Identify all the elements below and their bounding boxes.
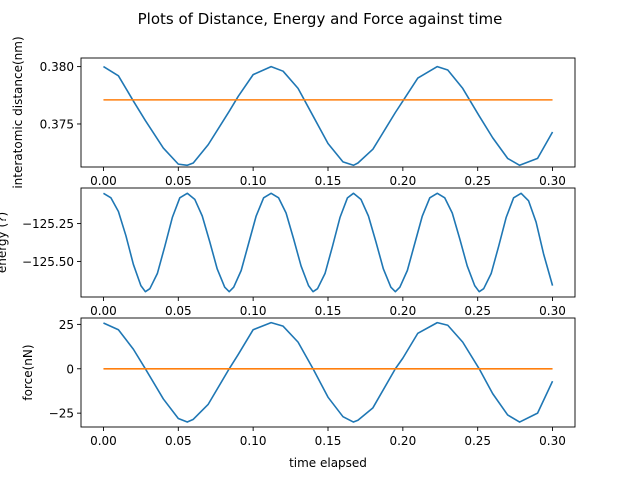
x-tick-label: 0.00 bbox=[90, 174, 117, 188]
x-tick-label: 0.30 bbox=[539, 434, 566, 448]
x-tick-label: 0.00 bbox=[90, 304, 117, 318]
x-tick-label: 0.15 bbox=[315, 174, 342, 188]
y-tick-label: 0.380 bbox=[40, 60, 74, 74]
subplot-1: 0.00 0.05 0.10 0.15 0.20 0.25 0.30 0.375 0.380 in… bbox=[11, 36, 576, 189]
y-tick-label: −125.50 bbox=[22, 255, 74, 269]
series-line-1 bbox=[103, 321, 554, 423]
x-tick-label: 0.30 bbox=[539, 174, 566, 188]
y-axis-label: energy (?) bbox=[0, 212, 9, 273]
x-tick-label: 0.30 bbox=[539, 304, 566, 318]
x-tick-label: 0.25 bbox=[464, 174, 491, 188]
x-tick-label: 0.10 bbox=[240, 434, 267, 448]
series-line-1 bbox=[103, 65, 554, 167]
figure-title: Plots of Distance, Energy and Force agai… bbox=[138, 10, 503, 28]
x-tick-label: 0.25 bbox=[464, 304, 491, 318]
y-tick-label: 0.375 bbox=[40, 117, 74, 131]
x-tick-label: 0.00 bbox=[90, 434, 117, 448]
x-tick-label: 0.10 bbox=[240, 174, 267, 188]
x-tick-label: 0.10 bbox=[240, 304, 267, 318]
x-axis-label: time elapsed bbox=[289, 456, 367, 470]
x-tick-label: 0.20 bbox=[389, 304, 416, 318]
subplot-3: 0.00 0.05 0.10 0.15 0.20 0.25 0.30 25 0 −25 force(… bbox=[21, 317, 576, 470]
x-tick-label: 0.15 bbox=[315, 434, 342, 448]
x-tick-label: 0.15 bbox=[315, 304, 342, 318]
x-tick-label: 0.25 bbox=[464, 434, 491, 448]
x-tick-label: 0.05 bbox=[165, 304, 192, 318]
subplots: 0.00 0.05 0.10 0.15 0.20 0.25 0.30 0.375 0.380 in… bbox=[0, 36, 576, 470]
x-tick-label: 0.20 bbox=[389, 434, 416, 448]
y-tick-label: 0 bbox=[66, 362, 74, 376]
x-tick-label: 0.20 bbox=[389, 174, 416, 188]
x-tick-label: 0.05 bbox=[165, 434, 192, 448]
y-tick-label: −125.25 bbox=[22, 217, 74, 231]
x-tick-label: 0.05 bbox=[165, 174, 192, 188]
series-line-1 bbox=[103, 192, 554, 293]
subplot-2: 0.00 0.05 0.10 0.15 0.20 0.25 0.30 −125.25 −125.… bbox=[0, 187, 576, 318]
y-axis-label: force(nN) bbox=[21, 344, 35, 400]
y-tick-label: −25 bbox=[49, 407, 74, 421]
y-tick-label: 25 bbox=[59, 318, 74, 332]
y-axis-label: interatomic distance(nm) bbox=[11, 36, 25, 188]
